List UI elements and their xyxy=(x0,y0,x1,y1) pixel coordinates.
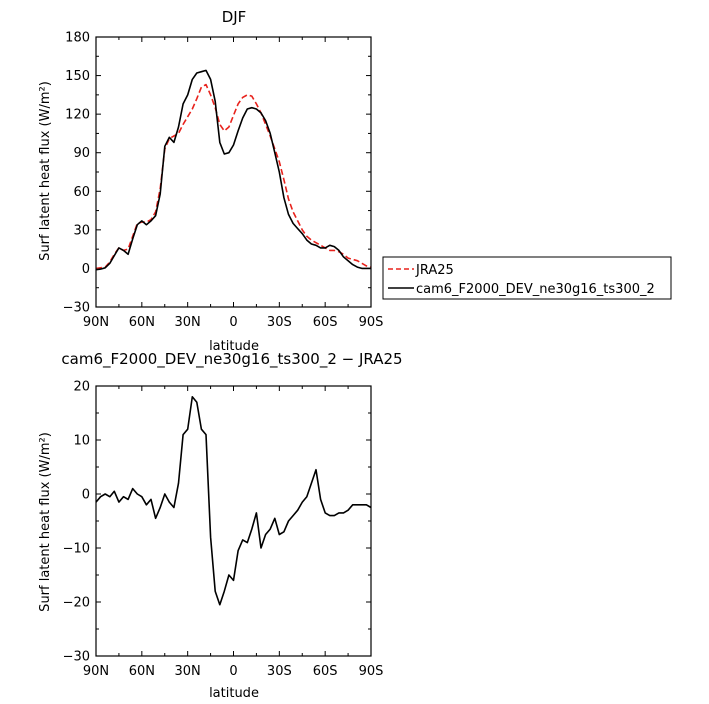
bottom-y-tick-label: −10 xyxy=(63,542,90,557)
top-x-tick-label: 30N xyxy=(175,315,201,330)
top-x-tick-label: 60S xyxy=(313,315,338,330)
legend-entry-jra25: JRA25 xyxy=(415,263,454,278)
top-x-axis-label: latitude xyxy=(209,339,259,354)
top-y-tick-label: 180 xyxy=(65,31,90,46)
top-y-tick-label: 150 xyxy=(65,69,90,84)
top-y-tick-label: 0 xyxy=(82,262,90,277)
top-y-tick-label: 120 xyxy=(65,108,90,123)
top-y-tick-label: 30 xyxy=(73,223,90,238)
top-y-tick-label: 90 xyxy=(73,146,90,161)
bottom-chart-title: cam6_F2000_DEV_ne30g16_ts300_2 − JRA25 xyxy=(61,350,402,369)
top-x-tick-label: 30S xyxy=(267,315,292,330)
bottom-series-line-difference-0 xyxy=(95,395,372,606)
bottom-y-tick-label: 10 xyxy=(73,434,90,449)
bottom-x-tick-label: 90N xyxy=(83,664,109,679)
top-x-tick-label: 60N xyxy=(129,315,155,330)
bottom-y-tick-label: 20 xyxy=(73,380,90,395)
bottom-panel: cam6_F2000_DEV_ne30g16_ts300_2 − JRA25 l… xyxy=(38,350,403,701)
legend-entry-cam6: cam6_F2000_DEV_ne30g16_ts300_2 xyxy=(416,282,655,297)
bottom-y-tick-label: 0 xyxy=(82,488,90,503)
legend-box xyxy=(382,256,672,300)
top-y-tick-label: −30 xyxy=(63,301,90,316)
bottom-plot-frame xyxy=(95,385,372,657)
top-y-tick-label: 60 xyxy=(73,185,90,200)
bottom-x-axis-label: latitude xyxy=(209,686,259,701)
top-y-axis-label: Surf latent heat flux (W/m²) xyxy=(38,81,53,261)
top-series-line-cam6-f2000-dev-ne30g16-ts300-2 xyxy=(95,69,371,271)
bottom-y-axis-label: Surf latent heat flux (W/m²) xyxy=(38,432,53,612)
bottom-x-tick-label: 90S xyxy=(359,664,384,679)
top-plot-frame xyxy=(95,36,372,308)
bottom-x-tick-label: 60S xyxy=(313,664,338,679)
bottom-y-tick-label: −20 xyxy=(63,596,90,611)
top-chart-title: DJF xyxy=(222,8,247,26)
bottom-x-tick-label: 60N xyxy=(129,664,155,679)
top-x-tick-label: 90N xyxy=(83,315,109,330)
top-series-line-jra25 xyxy=(95,83,372,270)
bottom-y-tick-label: −30 xyxy=(63,650,90,665)
top-x-tick-label: 90S xyxy=(359,315,384,330)
top-x-tick-label: 0 xyxy=(229,315,237,330)
bottom-x-tick-label: 30N xyxy=(175,664,201,679)
bottom-x-tick-label: 30S xyxy=(267,664,292,679)
top-panel: DJF latitude Surf latent heat flux (W/m²… xyxy=(38,8,672,354)
legend: JRA25 cam6_F2000_DEV_ne30g16_ts300_2 xyxy=(382,256,672,300)
bottom-x-tick-label: 0 xyxy=(229,664,237,679)
